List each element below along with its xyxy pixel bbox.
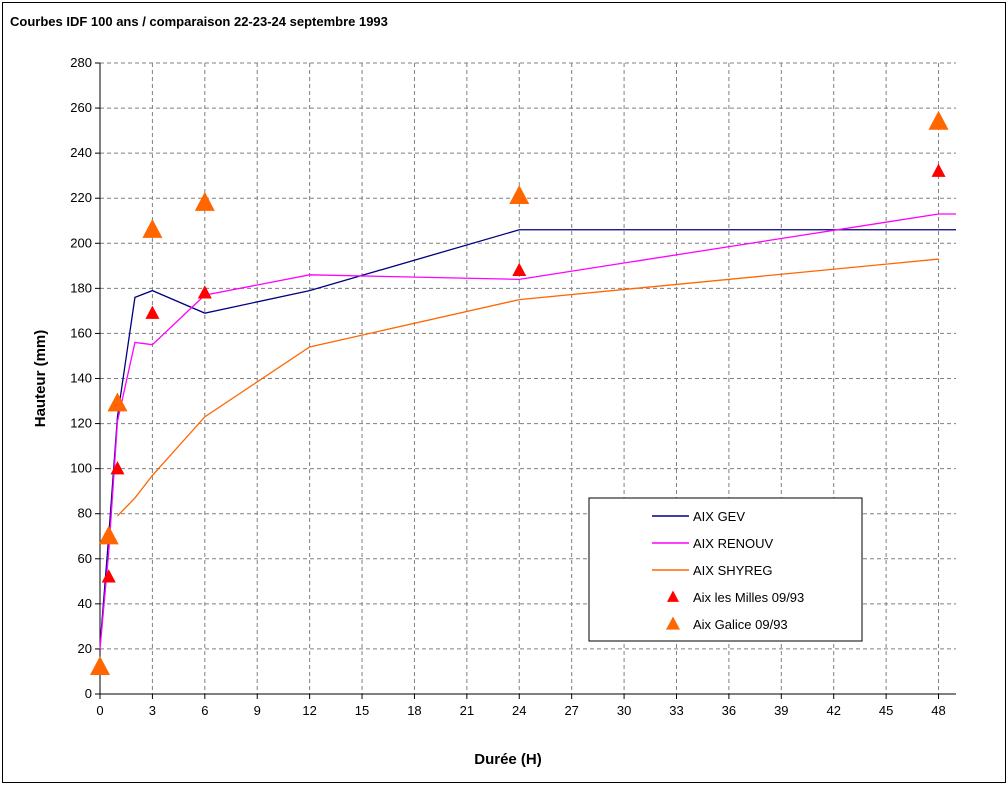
x-tick-label: 27 xyxy=(564,703,578,718)
chart-title: Courbes IDF 100 ans / comparaison 22-23-… xyxy=(10,14,388,29)
axes: 0 20 40 60 80 100 120 140 160 180 200 220 240 260 280 0… xyxy=(70,55,956,718)
x-tick-label: 0 xyxy=(96,703,103,718)
x-tick-label: 39 xyxy=(774,703,788,718)
x-tick-label: 36 xyxy=(722,703,736,718)
y-axis-title: Hauteur (mm) xyxy=(32,330,49,428)
data-point-triangle xyxy=(101,569,116,583)
x-tick-label: 42 xyxy=(826,703,840,718)
x-tick-label: 6 xyxy=(201,703,208,718)
x-tick-label: 45 xyxy=(879,703,893,718)
x-tick-label: 33 xyxy=(669,703,683,718)
x-tick-label: 18 xyxy=(407,703,421,718)
x-tick-label: 21 xyxy=(460,703,474,718)
data-point-triangle xyxy=(197,285,212,299)
y-tick-label: 160 xyxy=(70,325,92,340)
data-point-triangle xyxy=(509,185,530,205)
x-tick-label: 24 xyxy=(512,703,526,718)
legend-label: AIX RENOUV xyxy=(693,536,774,551)
y-tick-label: 280 xyxy=(70,55,92,70)
y-tick-label: 140 xyxy=(70,371,92,386)
series-line-aix-shyreg xyxy=(117,258,939,517)
series-layer xyxy=(90,110,956,676)
y-tick-label: 180 xyxy=(70,280,92,295)
legend-swatch-triangle xyxy=(667,590,679,602)
data-point-triangle xyxy=(107,392,128,412)
y-tick-label: 40 xyxy=(78,596,92,611)
series-line-aix-gev xyxy=(99,229,956,647)
legend-label: Aix les Milles 09/93 xyxy=(693,590,804,605)
data-point-triangle xyxy=(512,262,527,276)
x-tick-label: 3 xyxy=(149,703,156,718)
y-tick-label: 200 xyxy=(70,235,92,250)
data-point-triangle xyxy=(145,305,160,319)
data-point-triangle xyxy=(90,656,110,676)
legend-label: Aix Galice 09/93 xyxy=(693,617,788,632)
data-point-triangle xyxy=(110,461,125,475)
x-tick-label: 9 xyxy=(254,703,261,718)
legend-label: AIX SHYREG xyxy=(693,563,772,578)
y-tick-label: 220 xyxy=(70,190,92,205)
y-tick-label: 100 xyxy=(70,461,92,476)
data-point-triangle xyxy=(931,163,946,177)
x-tick-label: 30 xyxy=(617,703,631,718)
legend-box xyxy=(588,497,863,642)
y-tick-label: 120 xyxy=(70,416,92,431)
legend: AIX GEV AIX RENOUV AIX SHYREG Aix les Mille… xyxy=(588,497,863,642)
series-line-aix-renouv xyxy=(99,213,956,649)
legend-label: AIX GEV xyxy=(693,509,745,524)
y-tick-label: 0 xyxy=(85,686,92,701)
y-tick-label: 260 xyxy=(70,100,92,115)
data-point-triangle xyxy=(98,525,119,545)
x-tick-label: 15 xyxy=(355,703,369,718)
data-point-triangle xyxy=(194,191,215,211)
x-tick-label: 48 xyxy=(931,703,945,718)
y-tick-label: 20 xyxy=(78,641,92,656)
y-tick-label: 240 xyxy=(70,145,92,160)
gridlines xyxy=(100,62,956,694)
legend-swatch-triangle xyxy=(666,616,680,630)
x-tick-label: 12 xyxy=(302,703,316,718)
data-point-triangle xyxy=(928,110,949,130)
x-axis-title: Durée (H) xyxy=(474,751,542,768)
y-tick-label: 60 xyxy=(78,551,92,566)
y-tick-label: 80 xyxy=(78,506,92,521)
data-point-triangle xyxy=(142,218,163,238)
